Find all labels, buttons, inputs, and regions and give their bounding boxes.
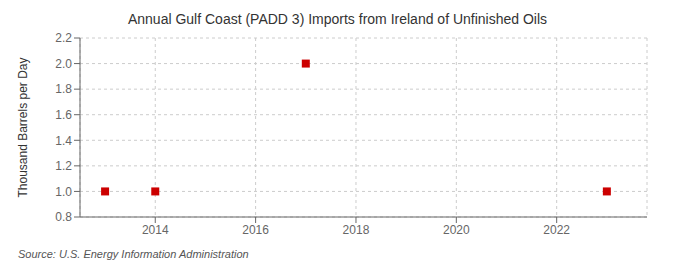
svg-text:2014: 2014 xyxy=(142,223,169,237)
html-text:Annual Gulf Coast (PADD 3) Imp: Annual Gulf Coast (PADD 3) Imports from … xyxy=(127,11,548,27)
svg-text:1.4: 1.4 xyxy=(55,134,72,148)
svg-text:Thousand Barrels per Day: Thousand Barrels per Day xyxy=(16,57,30,197)
svg-text:1.0: 1.0 xyxy=(55,185,72,199)
svg-text:2.2: 2.2 xyxy=(55,31,72,45)
svg-text:1.6: 1.6 xyxy=(55,108,72,122)
svg-text:0.8: 0.8 xyxy=(55,210,72,224)
svg-text:2018: 2018 xyxy=(343,223,370,237)
html-text:Source: U.S. Energy Informatio: Source: U.S. Energy Information Administ… xyxy=(18,248,249,260)
svg-text:2.0: 2.0 xyxy=(55,57,72,71)
svg-text:2020: 2020 xyxy=(443,223,470,237)
svg-text:2016: 2016 xyxy=(242,223,269,237)
svg-text:2022: 2022 xyxy=(543,223,570,237)
svg-text:1.2: 1.2 xyxy=(55,159,72,173)
svg-text:1.8: 1.8 xyxy=(55,82,72,96)
